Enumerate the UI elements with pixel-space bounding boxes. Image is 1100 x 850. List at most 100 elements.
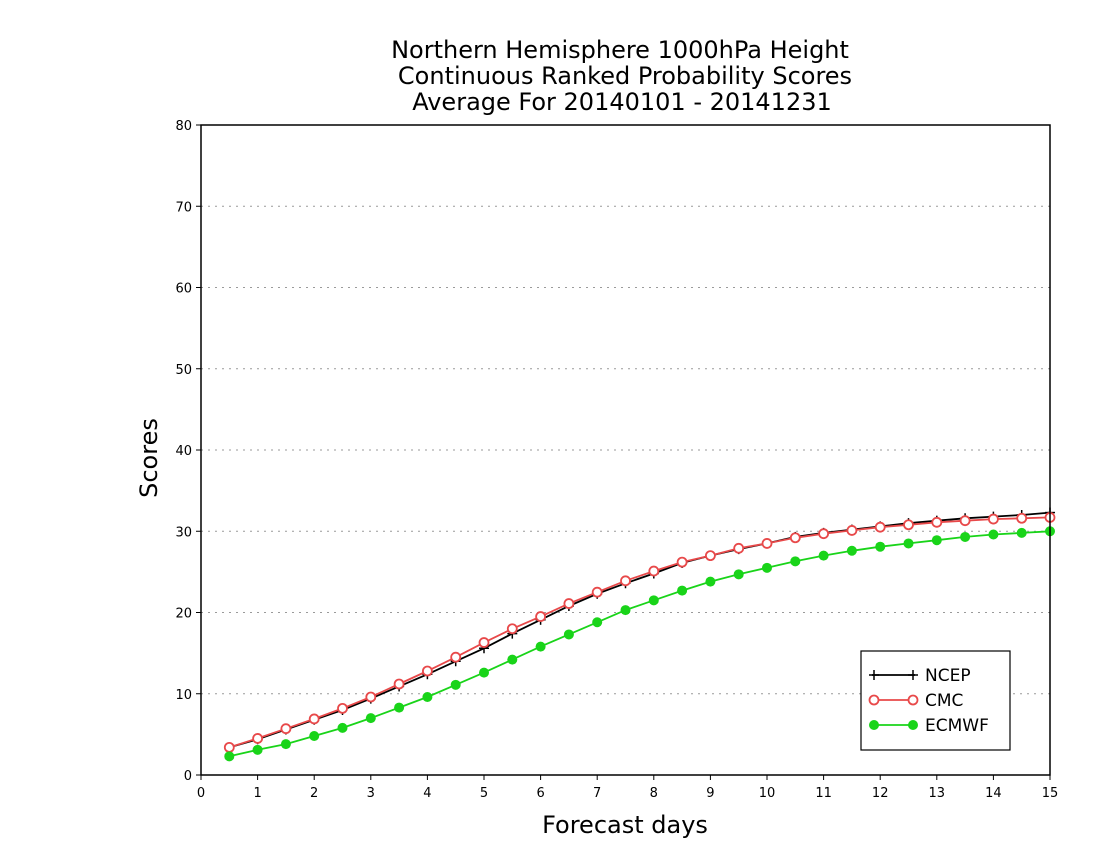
- legend-item-ecmwf: ECMWF: [869, 716, 989, 736]
- data-point-ecmwf: [648, 595, 659, 606]
- gridlines: [201, 205, 1050, 695]
- data-point-ecmwf: [365, 713, 376, 724]
- data-point-cmc: [818, 528, 829, 540]
- chart-title-line-2: Continuous Ranked Probability Scores: [398, 62, 852, 90]
- data-point-cmc: [676, 556, 688, 568]
- data-point-ecmwf: [931, 535, 942, 546]
- data-point-ecmwf: [1016, 527, 1027, 538]
- data-point-ecmwf: [450, 679, 461, 690]
- data-point-cmc: [450, 651, 462, 663]
- data-point-cmc: [959, 515, 971, 527]
- data-point-cmc: [988, 513, 999, 525]
- x-tick-label: 2: [310, 786, 318, 801]
- data-point-ecmwf: [903, 538, 914, 549]
- data-point-cmc: [648, 565, 660, 577]
- chart-title-line-3: Average For 20140101 - 20141231: [412, 88, 832, 116]
- data-point-cmc: [931, 516, 943, 528]
- chart-title-line-1: Northern Hemisphere 1000hPa Height: [391, 36, 849, 64]
- legend-label-ncep: NCEP: [925, 666, 971, 686]
- y-tick-label: 80: [175, 119, 192, 134]
- data-point-ecmwf: [790, 556, 801, 567]
- series-cmc: [223, 512, 1056, 753]
- data-point-cmc: [506, 623, 518, 635]
- data-point-cmc: [393, 678, 405, 690]
- legend-marker-ecmwf: [908, 720, 918, 730]
- data-point-cmc: [789, 532, 801, 544]
- data-point-cmc: [535, 611, 546, 622]
- legend-marker-cmc: [868, 694, 880, 706]
- data-point-ecmwf: [507, 654, 518, 665]
- y-tick-label: 50: [175, 363, 192, 378]
- data-point-ecmwf: [563, 629, 574, 640]
- data-point-cmc: [1016, 512, 1028, 524]
- data-point-cmc: [478, 637, 490, 648]
- data-point-ecmwf: [280, 739, 291, 750]
- data-point-cmc: [620, 575, 631, 587]
- y-tick-label: 0: [184, 769, 192, 784]
- data-point-cmc: [591, 586, 603, 598]
- x-tick-label: 7: [593, 786, 601, 801]
- x-tick-label: 12: [872, 786, 889, 801]
- x-tick-label: 1: [253, 786, 261, 801]
- x-tick-label: 3: [367, 786, 375, 801]
- data-point-ecmwf: [818, 550, 829, 561]
- data-point-cmc: [223, 741, 235, 753]
- data-point-ecmwf: [252, 744, 263, 755]
- data-point-ecmwf: [705, 576, 716, 587]
- data-point-ecmwf: [677, 585, 688, 596]
- series-layer: [223, 507, 1056, 762]
- x-axis-label: Forecast days: [542, 811, 708, 839]
- legend-marker-ncep: [908, 670, 918, 680]
- data-point-cmc: [252, 733, 264, 744]
- data-point-ecmwf: [535, 641, 546, 652]
- y-tick-label: 30: [175, 525, 192, 540]
- data-point-cmc: [761, 538, 773, 549]
- data-point-cmc: [365, 691, 377, 703]
- legend-marker-ncep: [869, 670, 879, 680]
- y-tick-label: 10: [175, 688, 192, 703]
- data-point-cmc: [308, 713, 320, 725]
- y-axis-label: Scores: [135, 418, 163, 498]
- x-tick-label: 11: [815, 786, 832, 801]
- x-tick-label: 5: [480, 786, 488, 801]
- x-tick-label: 10: [759, 786, 776, 801]
- x-tick-label: 14: [985, 786, 1002, 801]
- data-point-ecmwf: [592, 617, 603, 628]
- data-point-cmc: [421, 665, 433, 677]
- x-tick-label: 8: [650, 786, 658, 801]
- legend-item-ncep: NCEP: [869, 666, 971, 686]
- x-tick-label: 4: [423, 786, 431, 801]
- y-tick-label: 20: [175, 607, 192, 622]
- data-point-ecmwf: [733, 569, 744, 580]
- x-tick-label: 0: [197, 786, 205, 801]
- data-point-cmc: [563, 598, 575, 609]
- data-point-cmc: [280, 723, 292, 735]
- data-point-ecmwf: [875, 541, 886, 552]
- data-point-cmc: [337, 702, 348, 714]
- data-point-cmc: [733, 542, 745, 554]
- data-point-ecmwf: [422, 692, 433, 702]
- y-tick-label: 60: [175, 282, 192, 297]
- series-ecmwf: [224, 526, 1055, 762]
- data-point-ecmwf: [224, 751, 235, 762]
- legend-label-cmc: CMC: [925, 691, 963, 711]
- x-tick-label: 6: [536, 786, 544, 801]
- y-tick-label: 70: [175, 200, 192, 215]
- data-point-cmc: [846, 525, 858, 536]
- data-point-cmc: [903, 519, 914, 531]
- legend-marker-cmc: [907, 694, 919, 706]
- data-point-ecmwf: [988, 529, 999, 540]
- data-point-cmc: [874, 521, 886, 533]
- data-point-ecmwf: [620, 605, 631, 616]
- x-tick-label: 15: [1042, 786, 1059, 801]
- legend-marker-ecmwf: [869, 720, 879, 730]
- data-point-ecmwf: [762, 562, 772, 573]
- data-point-ecmwf: [337, 722, 348, 733]
- legend: NCEP CMC ECMWF: [860, 650, 1011, 751]
- data-point-ecmwf: [394, 702, 405, 713]
- data-point-ecmwf: [309, 731, 320, 741]
- x-tick-label: 9: [706, 786, 714, 801]
- y-tick-label: 40: [175, 444, 192, 459]
